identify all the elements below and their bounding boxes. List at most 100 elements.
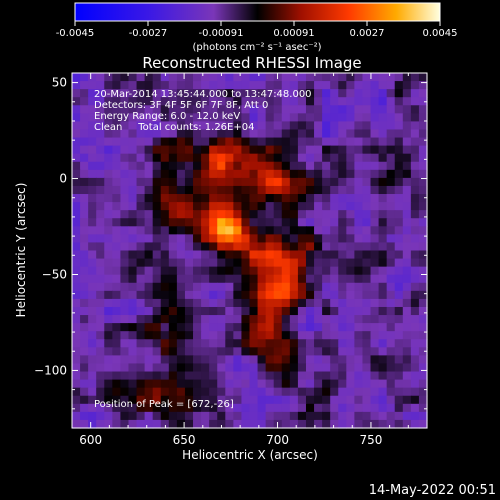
heatmap-cell [184,347,194,356]
heatmap-cell [273,419,283,429]
heatmap-cell [136,379,146,389]
heatmap-cell [249,371,259,381]
heatmap-cell [273,258,283,268]
heatmap-cell [370,210,380,219]
heatmap-cell [96,153,105,163]
heatmap-cell [193,371,202,381]
heatmap-cell [217,323,226,332]
heatmap-cell [265,331,275,340]
heatmap-cell [72,210,81,219]
heatmap-cell [201,290,210,300]
heatmap-cell [233,266,243,276]
heatmap-cell [233,226,243,235]
heatmap-cell [322,169,331,179]
heatmap-cell [96,339,105,348]
heatmap-cell [330,210,339,219]
heatmap-cell [128,403,138,413]
heatmap-cell [362,121,372,131]
heatmap-cell [410,145,420,155]
heatmap-cell [322,73,331,82]
heatmap-cell [289,331,299,340]
heatmap-cell [354,169,364,179]
heatmap-cell [225,129,234,139]
heatmap-cell [160,185,170,195]
heatmap-cell [354,339,364,348]
heatmap-cell [346,379,355,389]
heatmap-cell [217,274,226,284]
heatmap-cell [322,234,331,244]
heatmap-cell [209,218,218,227]
heatmap-cell [281,137,291,147]
heatmap-cell [233,137,243,147]
heatmap-cell [72,161,81,171]
heatmap-cell [201,282,210,292]
heatmap-cell [152,355,162,365]
heatmap-cell [144,411,154,421]
heatmap-cell [104,347,113,356]
heatmap-cell [289,145,299,155]
heatmap-cell [80,210,89,219]
heatmap-cell [80,121,89,131]
heatmap-cell [136,419,146,429]
heatmap-cell [402,169,412,179]
heatmap-cell [209,323,218,332]
heatmap-cell [201,250,210,260]
heatmap-cell [249,411,259,421]
heatmap-cell [281,371,291,381]
heatmap-cell [104,315,113,324]
heatmap-cell [136,282,146,292]
heatmap-cell [281,226,291,235]
heatmap-cell [168,315,178,324]
heatmap-cell [225,355,234,365]
heatmap-cell [72,339,81,348]
heatmap-cell [104,137,113,147]
heatmap-cell [96,97,105,106]
heatmap-cell [88,323,97,332]
heatmap-cell [96,145,105,155]
heatmap-cell [314,145,323,155]
heatmap-cell [120,282,130,292]
heatmap-cell [72,363,81,373]
heatmap-cell [144,121,154,131]
heatmap-cell [394,258,404,268]
heatmap-cell [136,137,146,147]
heatmap-cell [128,411,138,421]
heatmap-cell [193,347,202,356]
heatmap-cell [72,97,81,106]
heatmap-cell [217,387,226,397]
heatmap-cell [370,371,380,381]
heatmap-cell [338,169,347,179]
heatmap-cell [354,411,364,421]
heatmap-cell [314,363,323,373]
heatmap-cell [410,234,420,244]
heatmap-cell [80,137,89,147]
heatmap-cell [402,347,412,356]
heatmap-cell [88,145,97,155]
heatmap-cell [136,210,146,219]
heatmap-cell [289,185,299,195]
heatmap-cell [338,290,347,300]
heatmap-cell [128,395,138,405]
heatmap-cell [128,202,138,211]
heatmap-cell [273,145,283,155]
heatmap-cell [152,73,162,82]
heatmap-cell [88,185,97,195]
heatmap-cell [249,395,259,405]
heatmap-cell [394,266,404,276]
heatmap-cell [217,202,226,211]
heatmap-cell [225,194,234,203]
heatmap-cell [184,274,194,284]
colorbar-unit-label: (photons cm⁻² s⁻¹ asec⁻²) [192,42,321,53]
heatmap-cell [201,306,210,316]
heatmap-cell [152,153,162,163]
heatmap-cell [184,129,194,139]
heatmap-cell [314,153,323,163]
heatmap-cell [120,363,130,373]
heatmap-cell [402,161,412,171]
heatmap-cell [330,347,339,356]
heatmap-cell [201,169,210,179]
heatmap-cell [96,250,105,260]
heatmap-cell [322,339,331,348]
heatmap-cell [402,129,412,139]
heatmap-cell [354,363,364,373]
